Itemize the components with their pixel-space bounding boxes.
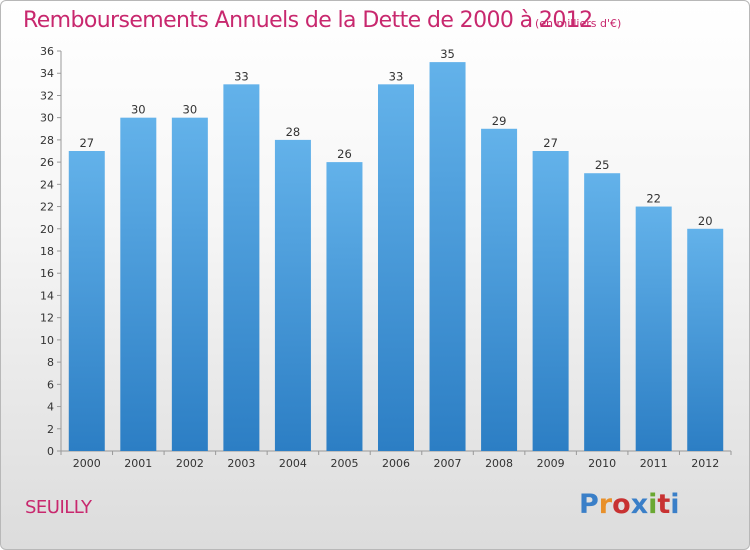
x-tick-label: 2004 bbox=[279, 457, 307, 470]
data-label: 28 bbox=[286, 125, 301, 139]
x-tick-label: 2001 bbox=[124, 457, 152, 470]
logo-letter: t bbox=[657, 489, 671, 520]
x-tick-label: 2009 bbox=[537, 457, 565, 470]
y-tick-label: 24 bbox=[40, 178, 54, 191]
y-tick-label: 2 bbox=[47, 423, 54, 436]
x-tick-label: 2006 bbox=[382, 457, 410, 470]
y-tick-label: 34 bbox=[40, 67, 54, 80]
y-tick-label: 10 bbox=[40, 334, 54, 347]
logo-letter: r bbox=[598, 489, 613, 520]
y-tick-label: 8 bbox=[47, 356, 54, 369]
data-label: 25 bbox=[595, 158, 610, 172]
data-label: 26 bbox=[337, 147, 352, 161]
data-label: 27 bbox=[543, 136, 558, 150]
data-label: 20 bbox=[698, 214, 713, 228]
y-tick-label: 36 bbox=[40, 45, 54, 58]
x-tick-label: 2000 bbox=[73, 457, 101, 470]
y-tick-label: 20 bbox=[40, 223, 54, 236]
y-tick-label: 22 bbox=[40, 201, 54, 214]
y-tick-label: 4 bbox=[47, 401, 54, 414]
chart-title: Remboursements Annuels de la Dette de 20… bbox=[23, 8, 593, 33]
y-tick-label: 14 bbox=[40, 289, 54, 302]
bar bbox=[584, 173, 621, 451]
x-tick-label: 2007 bbox=[434, 457, 462, 470]
data-label: 27 bbox=[79, 136, 94, 150]
bar bbox=[274, 139, 311, 451]
logo-letter: x bbox=[630, 489, 649, 520]
y-tick-label: 32 bbox=[40, 89, 54, 102]
bar bbox=[378, 84, 414, 451]
logo-letter: i bbox=[670, 489, 680, 520]
bar bbox=[687, 228, 724, 451]
y-tick-label: 30 bbox=[40, 112, 54, 125]
logo-letter: o bbox=[612, 489, 631, 520]
bar bbox=[120, 117, 157, 452]
bar bbox=[635, 206, 672, 451]
x-tick-label: 2003 bbox=[227, 457, 255, 470]
y-tick-label: 18 bbox=[40, 245, 54, 258]
data-label: 33 bbox=[389, 69, 404, 83]
data-label: 29 bbox=[492, 114, 507, 128]
x-tick-label: 2008 bbox=[485, 457, 513, 470]
y-tick-label: 28 bbox=[40, 134, 54, 147]
data-label: 22 bbox=[646, 192, 661, 206]
bar bbox=[171, 117, 208, 452]
bar bbox=[223, 84, 260, 451]
bar bbox=[326, 162, 363, 451]
x-tick-label: 2012 bbox=[691, 457, 719, 470]
data-label: 30 bbox=[183, 103, 198, 117]
y-tick-label: 16 bbox=[40, 267, 54, 280]
bar bbox=[532, 151, 569, 451]
bar bbox=[429, 62, 466, 451]
bar bbox=[68, 151, 105, 451]
commune-name: SEUILLY bbox=[25, 497, 92, 518]
bar bbox=[481, 128, 518, 451]
proxiti-logo: Proxiti bbox=[579, 489, 680, 520]
chart-subtitle: (en milliers d'€) bbox=[535, 17, 622, 30]
x-tick-label: 2002 bbox=[176, 457, 204, 470]
data-label: 33 bbox=[234, 69, 249, 83]
y-tick-label: 0 bbox=[47, 445, 54, 458]
data-label: 30 bbox=[131, 103, 146, 117]
x-tick-label: 2010 bbox=[588, 457, 616, 470]
x-tick-label: 2005 bbox=[330, 457, 358, 470]
logo-letter: i bbox=[648, 489, 658, 520]
y-tick-label: 26 bbox=[40, 156, 54, 169]
x-tick-label: 2011 bbox=[640, 457, 668, 470]
data-label: 35 bbox=[440, 47, 455, 61]
y-tick-label: 12 bbox=[40, 312, 54, 325]
logo-letter: P bbox=[579, 489, 599, 520]
y-tick-label: 6 bbox=[47, 378, 54, 391]
